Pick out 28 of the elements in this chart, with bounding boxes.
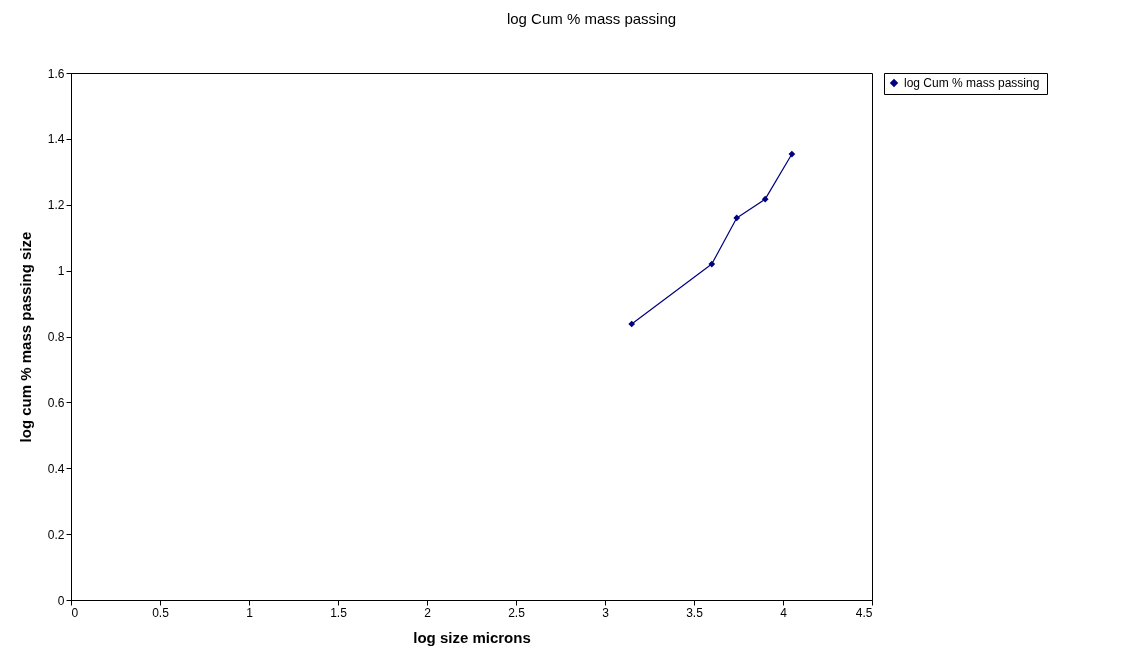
- y-tick-label: 1.2: [47, 198, 65, 213]
- y-tick-label: 1.6: [47, 66, 65, 81]
- x-tick-label: 0.5: [152, 605, 170, 620]
- x-axis-title: log size microns: [413, 628, 531, 646]
- legend-label: log Cum % mass passing: [904, 76, 1040, 90]
- y-tick-label: 0: [57, 593, 65, 608]
- chart-title: log Cum % mass passing: [506, 10, 677, 27]
- x-tick-label: 3.5: [686, 605, 704, 620]
- x-tick-label: 2: [424, 605, 432, 620]
- y-tick-label: 0.4: [47, 461, 65, 476]
- x-tick-label: 4: [780, 605, 788, 620]
- y-tick-label: 0.8: [47, 330, 65, 344]
- point: [708, 260, 716, 268]
- y-tick-label: 0.6: [47, 395, 65, 410]
- x-tick-label: 2.5: [508, 605, 526, 620]
- point: [761, 195, 769, 203]
- x-tick-label: 0: [71, 605, 79, 620]
- y-axis-title: log cum % mass passing size: [16, 231, 34, 443]
- y-tick-label: 0.2: [47, 527, 65, 542]
- x-tick-label: 1.5: [330, 605, 348, 620]
- x-tick-label: 4.5: [855, 605, 873, 620]
- x-tick-label: 3: [602, 605, 610, 620]
- x-tick-label: 1: [246, 605, 254, 620]
- y-tick-label: 1.4: [47, 132, 65, 147]
- point: [733, 214, 741, 222]
- y-tick-label: 1: [57, 264, 65, 279]
- point: [628, 320, 636, 328]
- point: [788, 150, 796, 158]
